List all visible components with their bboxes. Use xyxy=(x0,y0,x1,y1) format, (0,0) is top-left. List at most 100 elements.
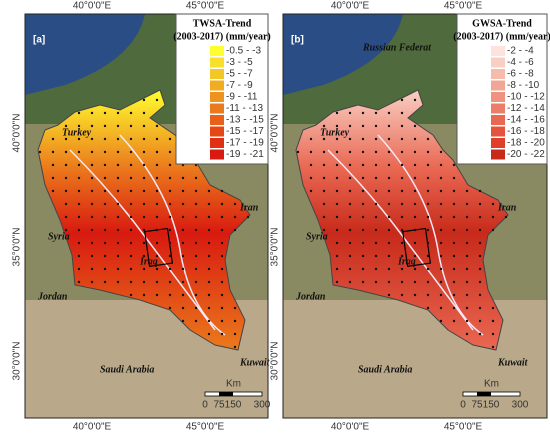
grid-dot xyxy=(64,176,68,180)
grid-dot xyxy=(478,332,482,336)
grid-dot xyxy=(129,254,133,258)
grid-dot xyxy=(168,293,172,297)
grid-dot xyxy=(400,189,404,193)
map-panel: Turkey Syria Iraq Iran Jordan Saudi Arabia Kuw… xyxy=(12,1,271,433)
grid-dot xyxy=(103,111,107,115)
legend-swatch xyxy=(491,80,505,91)
grid-dot xyxy=(155,241,159,245)
lon-label-bottom: 45°0'0"E xyxy=(186,422,225,433)
grid-dot xyxy=(116,124,120,128)
legend-title: TWSA-Trend xyxy=(193,18,252,29)
legend-entry: -11 - -13 xyxy=(226,103,263,114)
river xyxy=(377,134,484,336)
grid-dot xyxy=(387,176,391,180)
grid-dot xyxy=(439,189,443,193)
grid-dot xyxy=(465,228,469,232)
grid-dot xyxy=(207,228,211,232)
grid-dot xyxy=(220,332,224,336)
grid-dot xyxy=(400,267,404,271)
grid-dot xyxy=(413,215,417,219)
grid-dot xyxy=(220,293,224,297)
grid-dot xyxy=(400,137,404,141)
grid-dot xyxy=(322,124,326,128)
lat-label: 30°0'0"N xyxy=(270,342,281,381)
grid-dot xyxy=(103,202,107,206)
grid-dot xyxy=(387,124,391,128)
grid-dot xyxy=(207,280,211,284)
grid-dot xyxy=(103,176,107,180)
grid-dot xyxy=(77,202,81,206)
grid-dot xyxy=(465,254,469,258)
grid-dot xyxy=(335,267,339,271)
grid-dot xyxy=(181,202,185,206)
scale-bar xyxy=(462,391,521,397)
grid-dot xyxy=(413,98,417,102)
grid-dot xyxy=(309,163,313,167)
grid-dot xyxy=(439,280,443,284)
grid-dot xyxy=(478,254,482,258)
legend-entry: -20 - -22 xyxy=(507,149,545,160)
grid-dot xyxy=(335,280,339,284)
grid-dot xyxy=(387,267,391,271)
grid-dot xyxy=(387,111,391,115)
grid-dot xyxy=(348,163,352,167)
grid-dot xyxy=(491,345,495,349)
grid-dot xyxy=(374,124,378,128)
grid-dot xyxy=(103,137,107,141)
grid-dot xyxy=(478,280,482,284)
grid-dot xyxy=(77,267,81,271)
grid-dot xyxy=(348,176,352,180)
grid-dot xyxy=(168,202,172,206)
legend-title: GWSA-Trend xyxy=(472,18,532,29)
grid-dot xyxy=(465,202,469,206)
legend-swatch xyxy=(210,80,224,91)
grid-dot xyxy=(348,215,352,219)
grid-dot xyxy=(194,306,198,310)
grid-dot xyxy=(181,306,185,310)
legend-subtitle: (2003-2017) (mm/year) xyxy=(173,31,270,42)
grid-dot xyxy=(220,306,224,310)
legend-swatch xyxy=(491,57,505,68)
grid-dot xyxy=(361,241,365,245)
grid-dot xyxy=(129,163,133,167)
grid-dot xyxy=(90,215,94,219)
place-label: Iraq xyxy=(139,256,158,267)
grid-dot xyxy=(309,189,313,193)
grid-dot xyxy=(64,137,68,141)
scale-tick: 150 xyxy=(483,400,500,411)
grid-dot xyxy=(220,267,224,271)
grid-dot xyxy=(142,111,146,115)
grid-dot xyxy=(142,254,146,258)
legend-entry: -5 - -7 xyxy=(226,69,253,80)
grid-dot xyxy=(181,280,185,284)
grid-dot xyxy=(155,189,159,193)
grid-dot xyxy=(168,189,172,193)
grid-dot xyxy=(465,189,469,193)
grid-dot xyxy=(322,189,326,193)
grid-dot xyxy=(400,215,404,219)
grid-dot xyxy=(90,150,94,154)
grid-dot xyxy=(90,189,94,193)
grid-dot xyxy=(348,124,352,128)
grid-dot xyxy=(491,202,495,206)
grid-dot xyxy=(168,137,172,141)
grid-dot xyxy=(348,189,352,193)
grid-dot xyxy=(155,124,159,128)
grid-dot xyxy=(322,215,326,219)
grid-dot xyxy=(452,215,456,219)
grid-dot xyxy=(400,111,404,115)
legend-entry: -4 - -6 xyxy=(507,57,534,68)
lon-label-top: 45°0'0"E xyxy=(186,1,225,12)
grid-dot xyxy=(142,137,146,141)
grid-dot xyxy=(233,345,237,349)
grid-dot xyxy=(335,189,339,193)
grid-dot xyxy=(103,241,107,245)
grid-dot xyxy=(439,319,443,323)
grid-dot xyxy=(335,111,339,115)
grid-dot xyxy=(142,150,146,154)
grid-dot xyxy=(335,228,339,232)
grid-dot xyxy=(90,124,94,128)
grid-dot xyxy=(439,241,443,245)
legend-entry: -3 - -5 xyxy=(226,57,253,68)
grid-dot xyxy=(116,111,120,115)
